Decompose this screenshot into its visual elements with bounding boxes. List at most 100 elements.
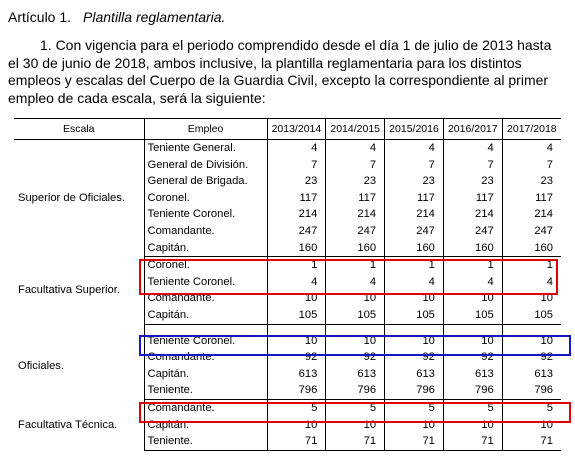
- value-cell: 117: [384, 189, 444, 207]
- spacer-cell: [325, 324, 385, 333]
- value-cell: 5: [325, 399, 385, 417]
- value-cell: 105: [442, 306, 503, 325]
- value-cell: 214: [501, 206, 561, 223]
- empleo-cell: Capitán.: [143, 239, 267, 258]
- value-cell: 5: [384, 399, 444, 417]
- table-row: Oficiales. Teniente Coronel. 10 10 10 10 10: [14, 332, 561, 372]
- table-row: Facultativa Técnica. Comandante. 5 5 5 5 5: [14, 399, 561, 431]
- value-cell: 1: [442, 256, 503, 274]
- value-cell: 10: [325, 332, 385, 350]
- value-cell: 117: [266, 189, 326, 207]
- table-row: Teniente. 71 71 71 71 71: [14, 433, 561, 451]
- value-cell: 10: [266, 332, 326, 350]
- table-body: Superior de Oficiales. Teniente General. 4…: [14, 139, 561, 451]
- escala-cell: Superior de Oficiales.: [18, 192, 125, 205]
- value-cell: 613: [384, 365, 444, 383]
- value-cell: 23: [442, 173, 503, 190]
- value-cell: 214: [325, 206, 385, 223]
- escala-cell: Facultativa Superior.: [18, 284, 120, 297]
- value-cell: 4: [501, 273, 561, 291]
- empleo-cell: Teniente Coronel.: [143, 206, 267, 223]
- table-row: Teniente Coronel. 214 214 214 214 214: [14, 206, 561, 223]
- header-cell: 2017/2018: [501, 118, 561, 140]
- table-header-row: Escala Empleo 2013/2014 2014/2015 2015/2…: [14, 118, 561, 140]
- value-cell: 23: [325, 173, 385, 190]
- value-cell: 10: [384, 290, 444, 307]
- value-cell: 105: [325, 306, 385, 325]
- table-row: Comandante. 247 247 247 247 247: [14, 222, 561, 240]
- empleo-cell: Coronel.: [143, 189, 267, 207]
- value-cell: 4: [325, 139, 385, 157]
- value-cell: 23: [501, 173, 561, 190]
- value-cell: 10: [442, 332, 503, 350]
- value-cell: 160: [501, 239, 561, 258]
- value-cell: 71: [266, 433, 326, 451]
- value-cell: 92: [325, 349, 385, 366]
- value-cell: 7: [266, 156, 326, 174]
- spacer-cell: [143, 324, 267, 333]
- empleo-cell: Comandante.: [143, 349, 267, 366]
- value-cell: 613: [325, 365, 385, 383]
- header-cell: Empleo: [143, 118, 267, 140]
- value-cell: 7: [384, 156, 444, 174]
- value-cell: 247: [325, 222, 385, 240]
- value-cell: 10: [501, 416, 561, 434]
- value-cell: 10: [384, 416, 444, 434]
- escala-cell: Oficiales.: [18, 359, 65, 372]
- value-cell: 117: [325, 189, 385, 207]
- value-cell: 10: [442, 416, 503, 434]
- empleo-cell: Teniente.: [143, 433, 267, 451]
- value-cell: 4: [442, 273, 503, 291]
- value-cell: 105: [266, 306, 326, 325]
- value-cell: 214: [384, 206, 444, 223]
- value-cell: 7: [501, 156, 561, 174]
- value-cell: 4: [501, 139, 561, 157]
- table-row: Capitán. 10 10 10 10 10: [14, 416, 561, 434]
- value-cell: 160: [384, 239, 444, 258]
- spacer-cell: [14, 324, 144, 333]
- empleo-cell: General de División.: [143, 156, 267, 174]
- value-cell: 71: [442, 433, 503, 451]
- value-cell: 117: [442, 189, 503, 207]
- value-cell: 105: [501, 306, 561, 325]
- empleo-cell: Comandante.: [143, 222, 267, 240]
- value-cell: 4: [325, 273, 385, 291]
- value-cell: 796: [501, 382, 561, 400]
- value-cell: 10: [266, 290, 326, 307]
- value-cell: 4: [384, 273, 444, 291]
- value-cell: 247: [442, 222, 503, 240]
- value-cell: 10: [325, 416, 385, 434]
- spacer-cell: [501, 324, 561, 333]
- table-row: Coronel. 117 117 117 117 117: [14, 189, 561, 207]
- value-cell: 214: [266, 206, 326, 223]
- value-cell: 23: [384, 173, 444, 190]
- article-paragraph: 1. Con vigencia para el periodo comprend…: [8, 37, 552, 106]
- empleo-cell: Comandante.: [143, 399, 267, 417]
- empleo-cell: General de Brigada.: [143, 173, 267, 190]
- value-cell: 247: [501, 222, 561, 240]
- empleo-cell: Capitán.: [143, 365, 267, 383]
- value-cell: 613: [266, 365, 326, 383]
- empleo-cell: Teniente General.: [143, 139, 267, 157]
- table-row: Capitán. 105 105 105 105 105: [14, 306, 561, 325]
- table-row: Teniente. 796 796 796 796 796: [14, 382, 561, 400]
- value-cell: 92: [501, 349, 561, 366]
- value-cell: 1: [384, 256, 444, 274]
- article-title: Plantilla reglamentaria.: [83, 9, 226, 25]
- value-cell: 796: [325, 382, 385, 400]
- value-cell: 117: [501, 189, 561, 207]
- empleo-cell: Teniente.: [143, 382, 267, 400]
- value-cell: 10: [501, 332, 561, 350]
- value-cell: 92: [384, 349, 444, 366]
- table-row: Teniente Coronel. 4 4 4 4 4: [14, 273, 561, 291]
- value-cell: 1: [266, 256, 326, 274]
- header-cell: 2015/2016: [384, 118, 444, 140]
- empleo-cell: Capitán.: [143, 416, 267, 434]
- value-cell: 92: [442, 349, 503, 366]
- value-cell: 105: [384, 306, 444, 325]
- value-cell: 5: [501, 399, 561, 417]
- table-spacer-row: [14, 324, 561, 333]
- escala-cell: Facultativa Técnica.: [18, 418, 118, 431]
- value-cell: 4: [266, 139, 326, 157]
- value-cell: 71: [501, 433, 561, 451]
